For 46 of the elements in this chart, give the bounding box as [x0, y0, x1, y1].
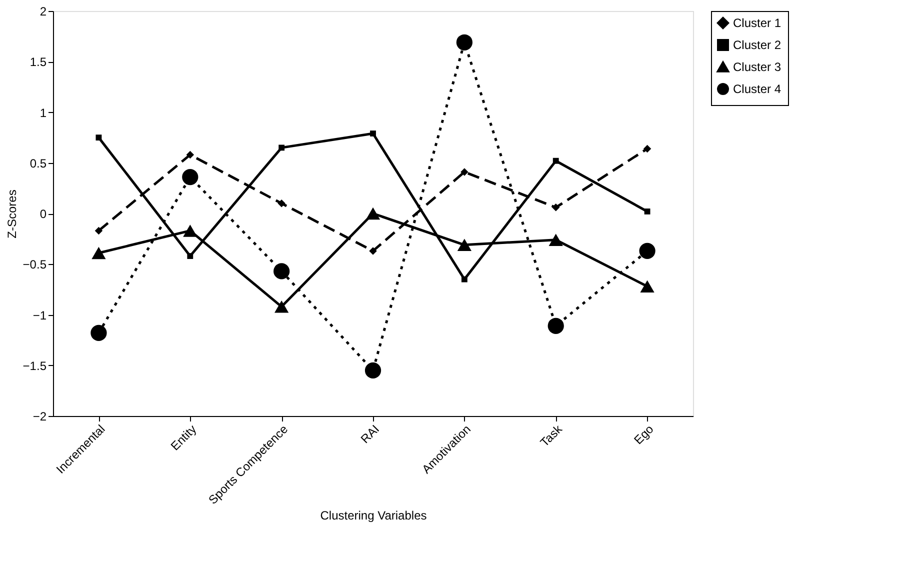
y-tick-label: 2 [40, 4, 47, 18]
legend-label: Cluster 4 [733, 82, 782, 96]
point [364, 362, 382, 378]
point [548, 234, 563, 246]
y-axis-title: Z-Scores [4, 190, 19, 238]
y-tick-label: −2 [32, 410, 47, 424]
point [94, 226, 103, 235]
y-tick-label: −1 [32, 308, 47, 322]
point [639, 242, 656, 260]
point [186, 150, 194, 159]
point [643, 144, 652, 153]
legend-label: Cluster 2 [733, 38, 782, 52]
y-tick-label: 1 [40, 106, 47, 120]
point [640, 280, 654, 293]
point [96, 134, 102, 141]
x-tick-label: RAI [358, 422, 382, 446]
y-tick-label: 0 [40, 207, 47, 221]
point [369, 247, 377, 255]
y-tick-label: 1.5 [30, 55, 47, 70]
point [92, 246, 106, 260]
point [552, 158, 559, 164]
point [274, 300, 289, 313]
y-tick-label: −0.5 [22, 258, 47, 272]
point [182, 169, 198, 186]
point [278, 144, 285, 151]
point [187, 253, 194, 259]
point [274, 263, 290, 280]
point [456, 34, 472, 50]
legend-label: Cluster 1 [733, 16, 782, 30]
point [548, 318, 564, 334]
point [457, 238, 472, 252]
y-tick-label: 0.5 [30, 156, 47, 170]
point [370, 130, 376, 136]
x-axis-title: Clustering Variables [320, 508, 427, 522]
legend-label: Cluster 3 [733, 60, 782, 74]
point [552, 204, 560, 212]
point [461, 276, 468, 282]
y-tick-label: −1.5 [22, 358, 47, 373]
point [644, 208, 650, 214]
x-tick-label: Task [537, 421, 566, 450]
point [366, 207, 380, 220]
point [183, 224, 198, 237]
point [90, 324, 107, 342]
x-tick-label: Ego [631, 422, 656, 448]
point [278, 200, 286, 208]
point [460, 168, 468, 176]
